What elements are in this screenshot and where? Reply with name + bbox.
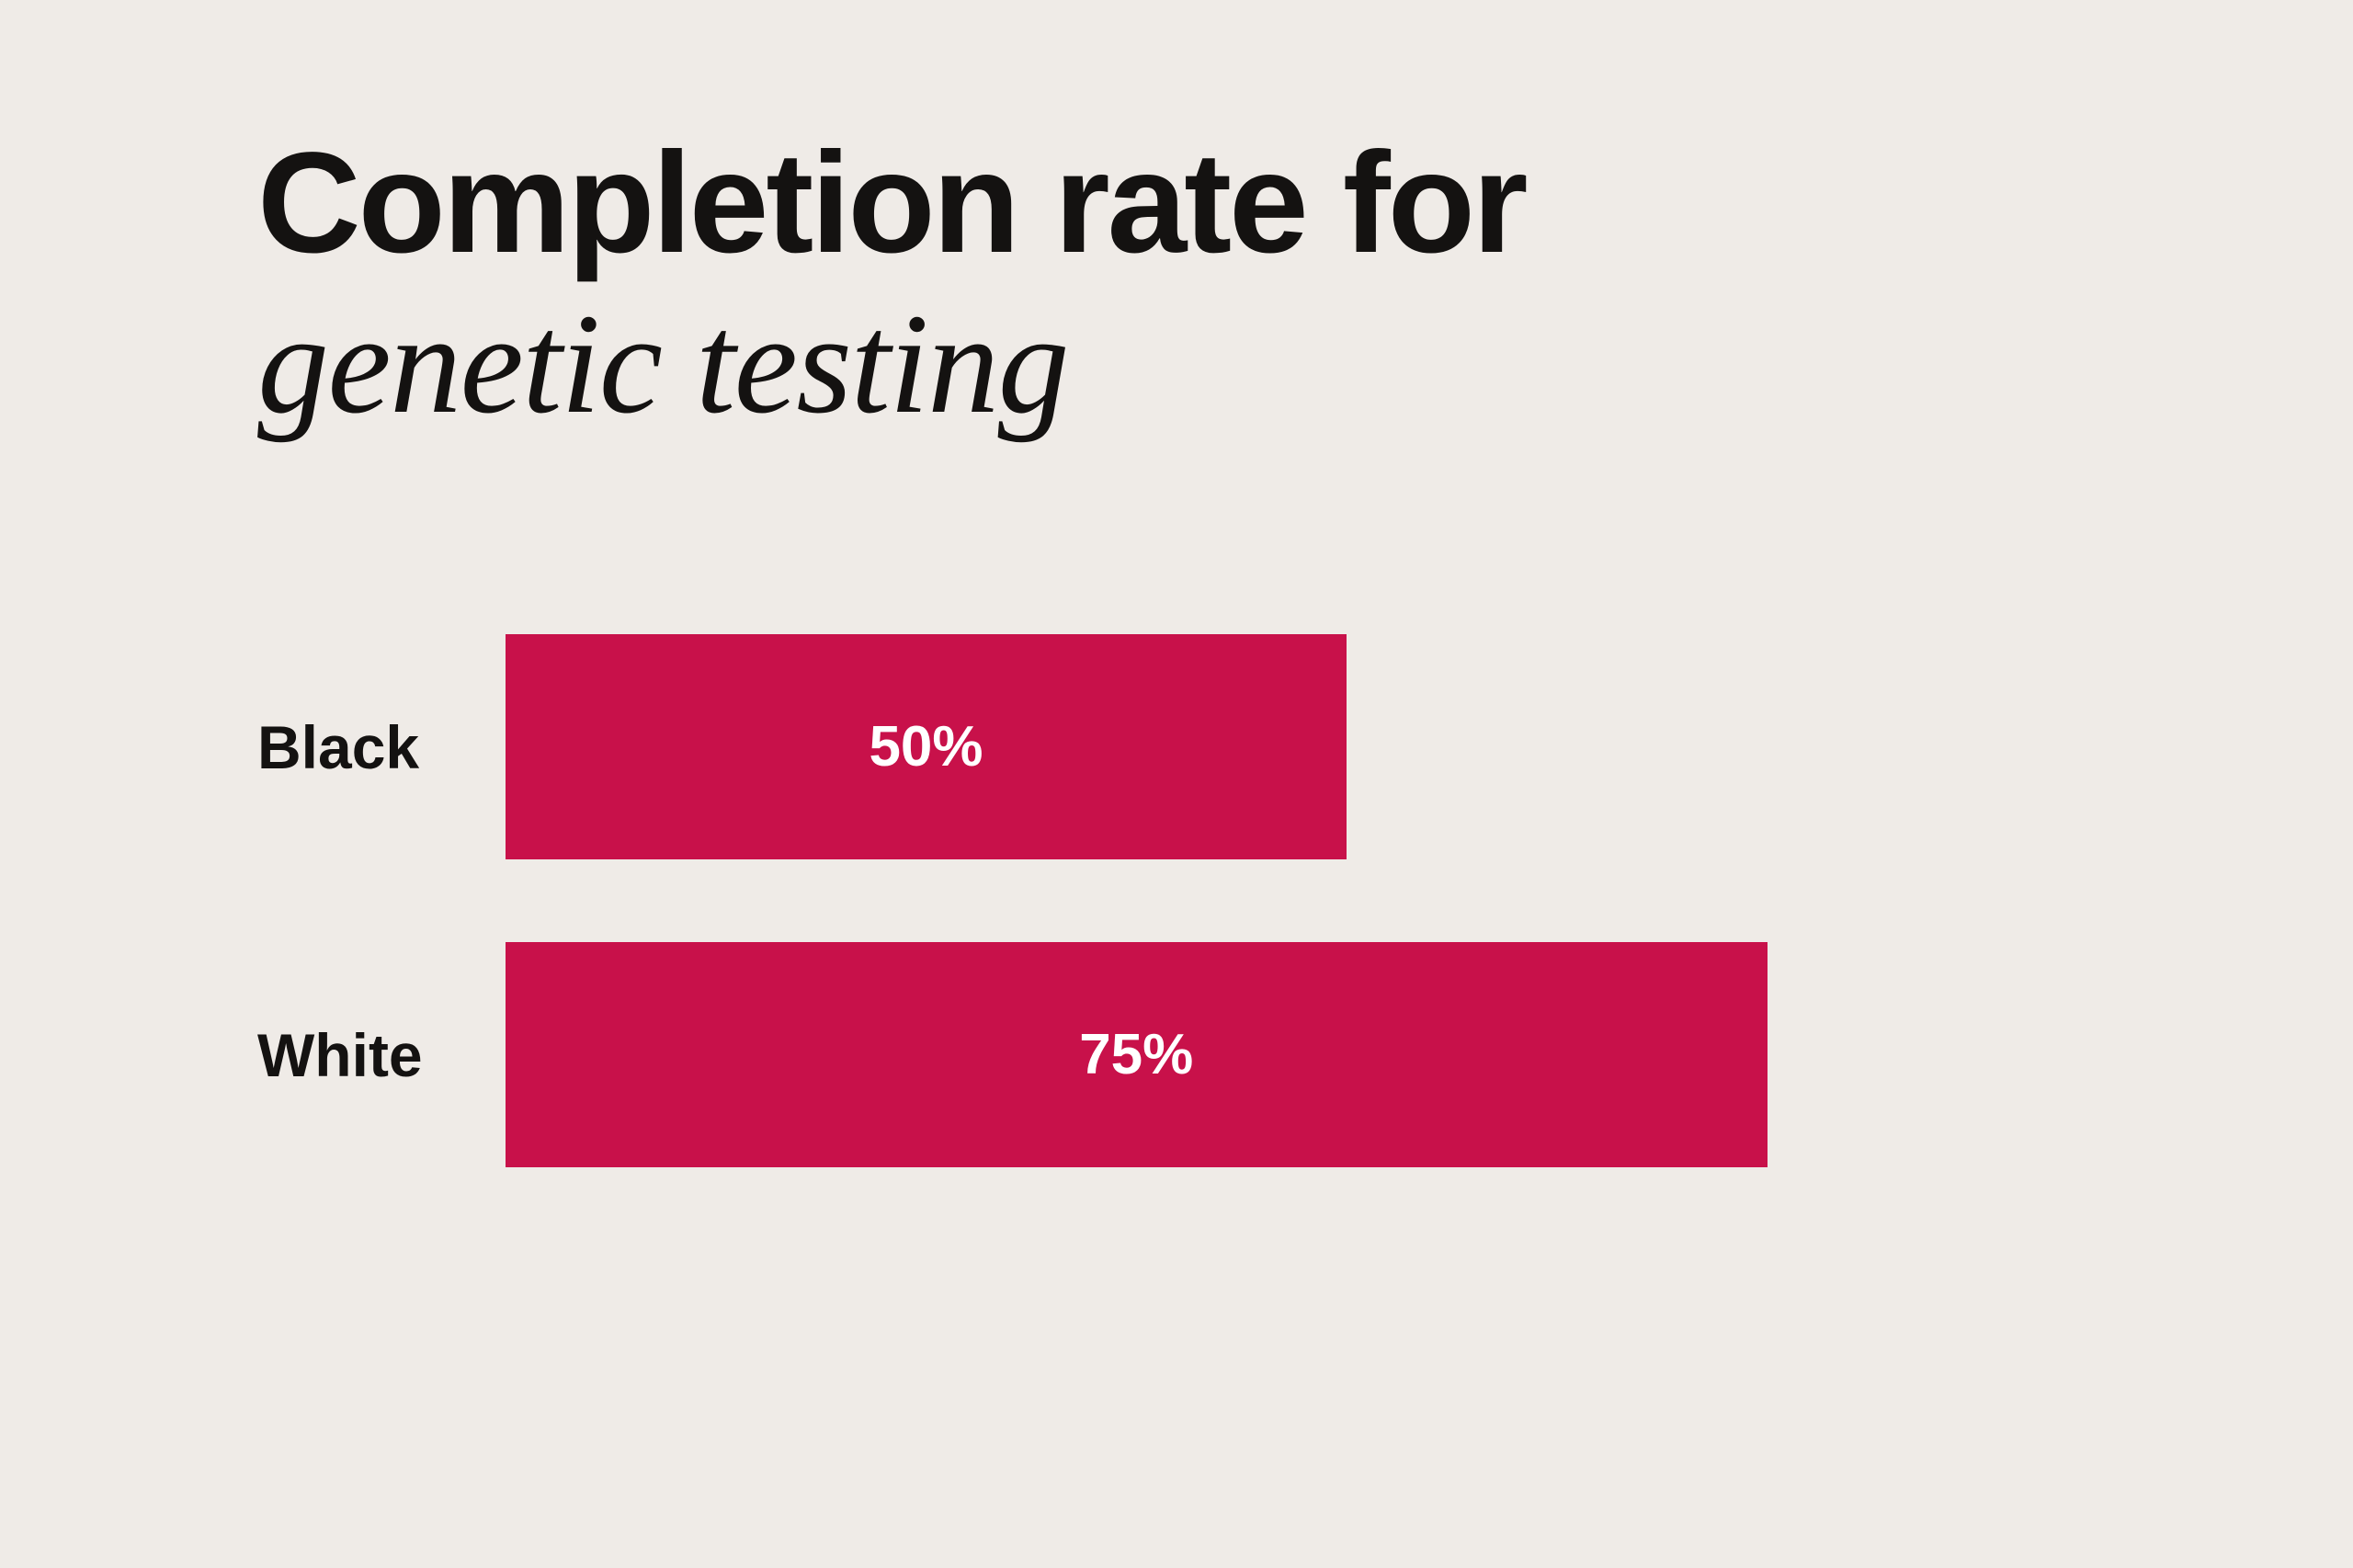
bar-label: Black bbox=[257, 712, 506, 782]
bar-value: 75% bbox=[1079, 1022, 1193, 1087]
bar-row: Black 50% bbox=[257, 634, 2188, 859]
bar-label: White bbox=[257, 1020, 506, 1090]
chart-canvas: Completion rate for genetic testing Blac… bbox=[0, 0, 2353, 1568]
title-line-2: genetic testing bbox=[257, 289, 1525, 439]
bar-track: 50% bbox=[506, 634, 2188, 859]
title-line-1: Completion rate for bbox=[257, 129, 1525, 279]
bar-fill: 75% bbox=[506, 942, 1768, 1167]
bar-value: 50% bbox=[869, 714, 983, 779]
bar-fill: 50% bbox=[506, 634, 1347, 859]
bar-row: White 75% bbox=[257, 942, 2188, 1167]
chart-title: Completion rate for genetic testing bbox=[257, 129, 1525, 439]
bar-track: 75% bbox=[506, 942, 2188, 1167]
bars-area: Black 50% White 75% bbox=[257, 634, 2188, 1167]
